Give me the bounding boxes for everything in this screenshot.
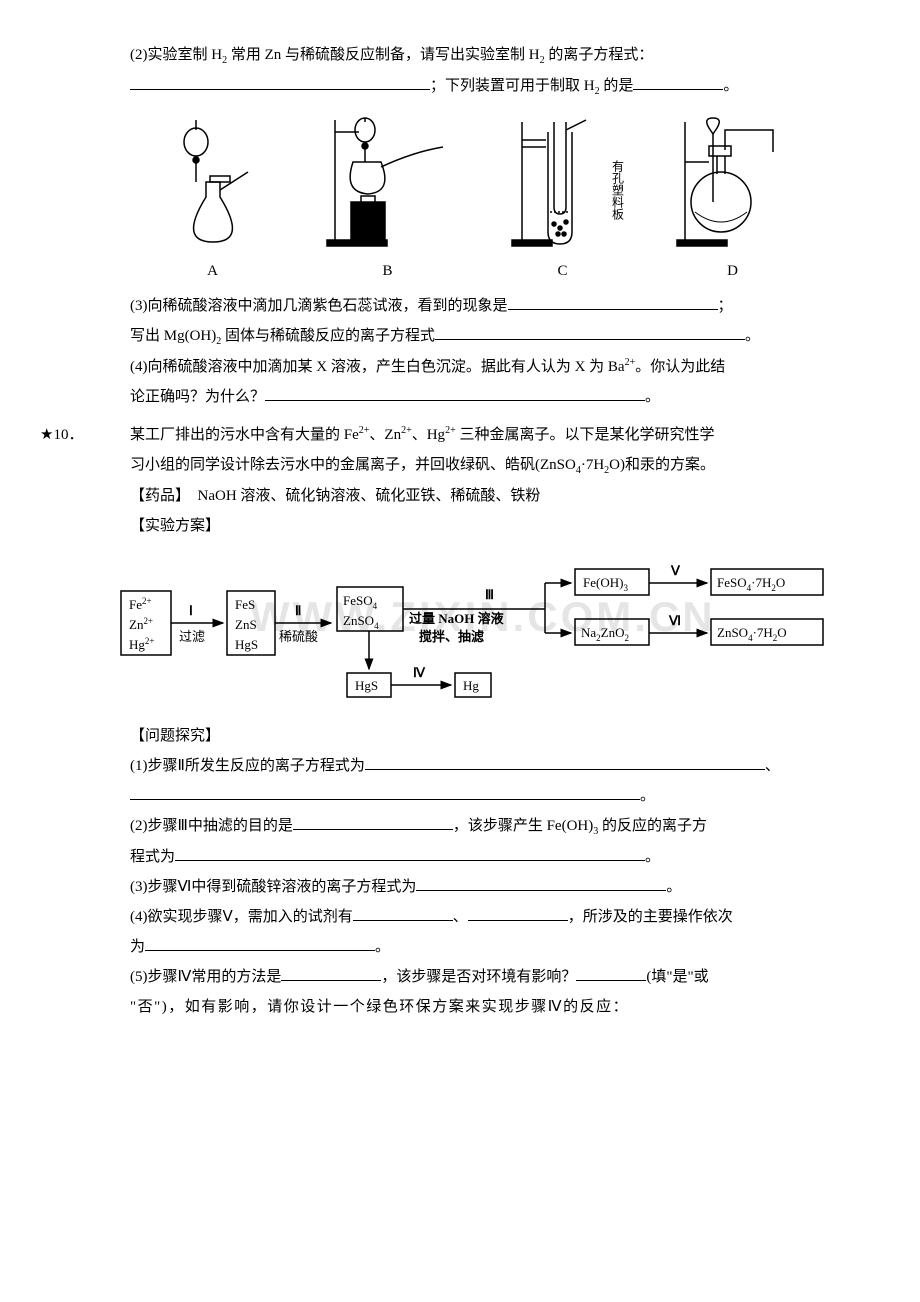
q2-line2: ；下列装置可用于制取 H2 的是。	[130, 71, 860, 102]
blank	[281, 962, 381, 981]
svg-text:Ⅴ: Ⅴ	[670, 563, 681, 578]
svg-text:Fe2+: Fe2+	[129, 596, 152, 612]
blank	[265, 382, 645, 401]
svg-text:Ⅳ: Ⅳ	[413, 665, 426, 680]
svg-text:Ⅵ: Ⅵ	[668, 613, 681, 628]
blank	[293, 811, 453, 830]
plan-head: 【实验方案】	[130, 511, 860, 541]
subq3: (3)步骤Ⅵ中得到硫酸锌溶液的离子方程式为。	[130, 872, 860, 902]
blank	[576, 962, 646, 981]
label-b: B	[382, 256, 392, 286]
blank	[130, 781, 640, 800]
subq1b: 。	[130, 781, 860, 811]
svg-text:Hg: Hg	[463, 678, 479, 693]
blank	[130, 71, 430, 90]
q2-line1: (2)实验室制 H2 常用 Zn 与稀硫酸反应制备，请写出实验室制 H2 的离子…	[130, 40, 860, 71]
svg-text:Ⅲ: Ⅲ	[485, 587, 494, 602]
subq5: (5)步骤Ⅳ常用的方法是，该步骤是否对环境有影响？(填"是"或	[130, 962, 860, 992]
blank	[508, 291, 718, 310]
blank	[175, 842, 645, 861]
apparatus-row: A B	[130, 112, 820, 286]
q3-line2: 写出 Mg(OH)2 固体与稀硫酸反应的离子方程式。	[130, 321, 860, 352]
label-a: A	[207, 256, 218, 286]
svg-text:Na2ZnO2: Na2ZnO2	[581, 625, 629, 643]
blank	[145, 932, 375, 951]
svg-text:HgS: HgS	[235, 637, 258, 652]
blank	[416, 872, 666, 891]
subq1: (1)步骤Ⅱ所发生反应的离子方程式为、	[130, 751, 860, 781]
label-d: D	[727, 256, 738, 286]
svg-text:ZnSO4: ZnSO4	[343, 613, 379, 631]
q10-intro2: 习小组的同学设计除去污水中的金属离子，并回收绿矾、皓矾(ZnSO4·7H2O)和…	[130, 450, 860, 481]
q10: ★10． 某工厂排出的污水中含有大量的 Fe2+、Zn2+、Hg2+ 三种金属离…	[90, 420, 860, 541]
subq2: (2)步骤Ⅲ中抽滤的目的是，该步骤产生 Fe(OH)3 的反应的离子方	[130, 811, 860, 842]
q4-line1: (4)向稀硫酸溶液中加滴加某 X 溶液，产生白色沉淀。据此有人认为 X 为 Ba…	[130, 352, 860, 382]
svg-text:HgS: HgS	[355, 678, 378, 693]
subq2b: 程式为。	[130, 842, 860, 872]
svg-text:Hg2+: Hg2+	[129, 636, 154, 652]
svg-text:ZnSO4·7H2O: ZnSO4·7H2O	[717, 625, 787, 643]
q10-intro1: 某工厂排出的污水中含有大量的 Fe2+、Zn2+、Hg2+ 三种金属离子。以下是…	[130, 420, 860, 450]
svg-text:过量 NaOH 溶液: 过量 NaOH 溶液	[409, 611, 504, 626]
yao: 【药品】 NaOH 溶液、硫化钠溶液、硫化亚铁、稀硫酸、铁粉	[130, 481, 860, 511]
subq4b: 为。	[130, 932, 860, 962]
svg-text:Ⅰ: Ⅰ	[189, 603, 193, 618]
blank	[353, 902, 453, 921]
svg-text:FeSO4: FeSO4	[343, 593, 378, 611]
subq4: (4)欲实现步骤Ⅴ，需加入的试剂有、，所涉及的主要操作依次	[130, 902, 860, 932]
svg-text:ZnS: ZnS	[235, 617, 257, 632]
svg-text:过滤: 过滤	[179, 629, 205, 644]
flowchart: Fe2+ Zn2+ Hg2+ Ⅰ 过滤 FeS ZnS HgS Ⅱ 稀硫酸 Fe…	[90, 551, 860, 711]
blank	[365, 751, 765, 770]
blank	[633, 71, 723, 90]
wen-head: 【问题探究】	[130, 721, 860, 751]
apparatus-a: A	[158, 112, 268, 286]
svg-text:Fe(OH)3: Fe(OH)3	[583, 575, 628, 593]
label-c: C	[557, 256, 567, 286]
apparatus-c: 有孔塑料板 C	[508, 112, 618, 286]
q2-text: (2)实验室制 H	[130, 47, 222, 63]
svg-text:搅拌、抽滤: 搅拌、抽滤	[419, 629, 484, 644]
q3-line1: (3)向稀硫酸溶液中滴加几滴紫色石蕊试液，看到的现象是；	[130, 291, 860, 321]
svg-text:稀硫酸: 稀硫酸	[279, 629, 318, 644]
q4-line2: 论正确吗？为什么？。	[130, 382, 860, 412]
svg-text:FeSO4·7H2O: FeSO4·7H2O	[717, 575, 785, 593]
apparatus-b: B	[323, 112, 453, 286]
apparatus-d: D	[673, 112, 793, 286]
svg-text:FeS: FeS	[235, 597, 255, 612]
svg-text:Ⅱ: Ⅱ	[295, 603, 301, 618]
c-side-label: 有孔塑料板	[610, 160, 624, 220]
subq5b: "否")，如有影响，请你设计一个绿色环保方案来实现步骤Ⅳ的反应：	[130, 992, 860, 1022]
blank	[468, 902, 568, 921]
q10-label: ★10．	[40, 420, 83, 450]
svg-text:Zn2+: Zn2+	[129, 616, 153, 632]
blank	[435, 321, 745, 340]
